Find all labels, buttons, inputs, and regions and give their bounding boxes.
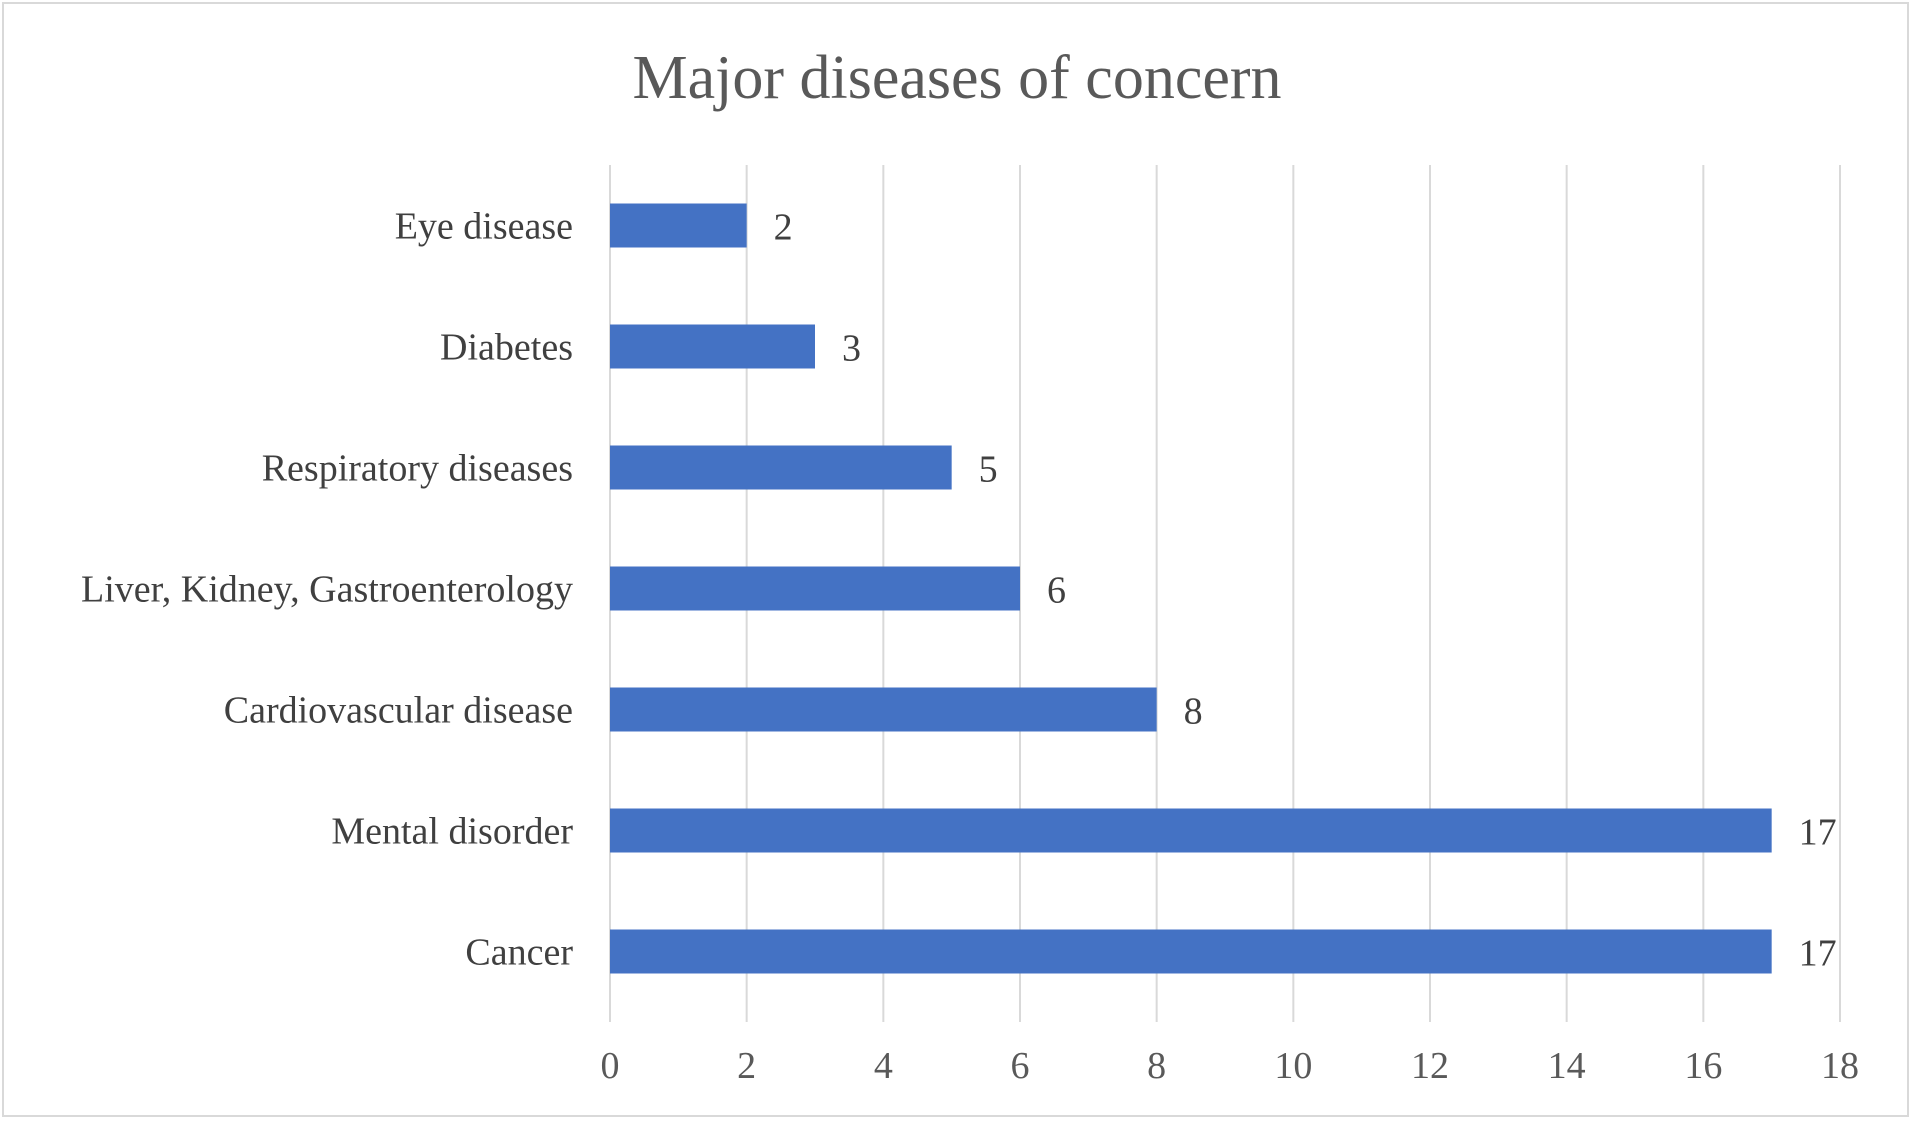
data-label: 3 — [842, 328, 861, 370]
bar — [610, 687, 1157, 732]
category-label: Cancer — [465, 932, 573, 974]
x-tick-label: 8 — [1147, 1045, 1166, 1087]
category-label: Eye disease — [395, 206, 573, 248]
data-label: 6 — [1047, 570, 1066, 612]
bar — [610, 808, 1772, 853]
category-label: Mental disorder — [331, 811, 573, 853]
chart-title: Major diseases of concern — [632, 44, 1281, 112]
x-tick-label: 4 — [874, 1045, 893, 1087]
category-label: Cardiovascular disease — [224, 690, 573, 732]
data-label: 8 — [1184, 691, 1203, 733]
data-label: 17 — [1799, 812, 1837, 854]
data-label: 2 — [774, 207, 793, 249]
data-label: 5 — [979, 449, 998, 491]
x-tick-label: 2 — [737, 1045, 756, 1087]
x-tick-label: 18 — [1821, 1045, 1859, 1087]
x-tick-label: 12 — [1411, 1045, 1449, 1087]
x-tick-label: 0 — [601, 1045, 620, 1087]
bar — [610, 203, 747, 248]
x-tick-label: 14 — [1548, 1045, 1586, 1087]
data-labels: 17 17 8 6 5 3 2 — [774, 207, 1837, 975]
x-tick-label: 10 — [1274, 1045, 1312, 1087]
category-labels: Cancer Mental disorder Cardiovascular dise… — [81, 206, 573, 974]
x-axis-tick-labels: 0 2 4 6 8 10 12 14 16 18 — [601, 1045, 1860, 1087]
category-label: Diabetes — [440, 327, 573, 369]
bar — [610, 566, 1020, 611]
x-tick-label: 16 — [1684, 1045, 1722, 1087]
gridlines — [609, 165, 1841, 1022]
x-tick-label: 6 — [1011, 1045, 1030, 1087]
category-label: Liver, Kidney, Gastroenterology — [81, 569, 573, 611]
bar — [610, 929, 1772, 974]
category-label: Respiratory diseases — [262, 448, 573, 490]
bar — [610, 445, 952, 490]
data-label: 17 — [1799, 933, 1837, 975]
bars — [610, 203, 1772, 974]
bar — [610, 324, 815, 369]
